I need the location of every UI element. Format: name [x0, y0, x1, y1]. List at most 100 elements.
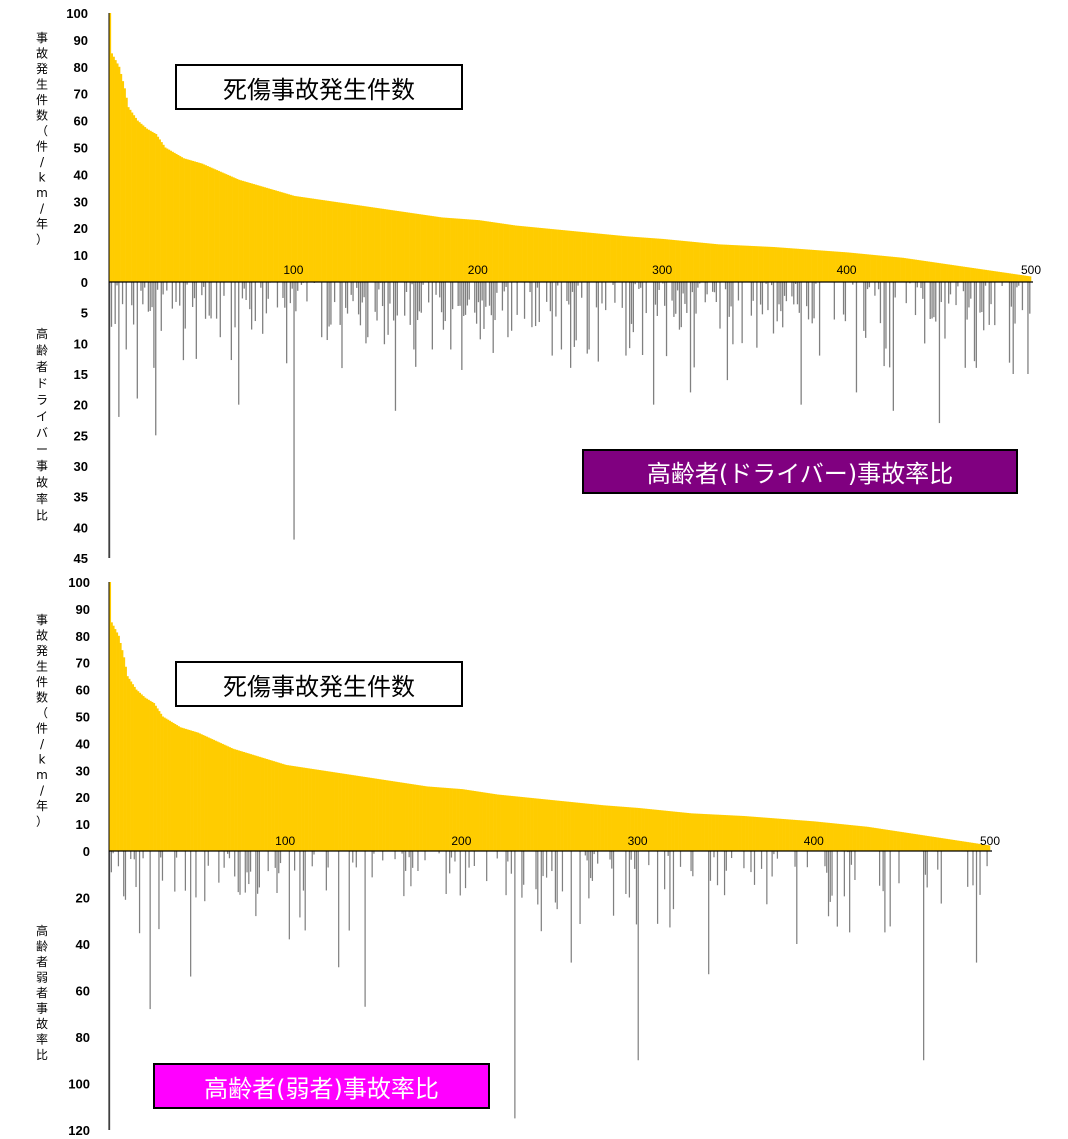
- upper-bar: [542, 228, 545, 282]
- upper-bar: [169, 150, 172, 282]
- upper-bar: [260, 757, 263, 851]
- lower-bar: [477, 282, 480, 303]
- lower-bar: [457, 282, 459, 306]
- lower-bar: [422, 282, 424, 285]
- lower-bar: [505, 282, 507, 287]
- upper-bar: [757, 817, 760, 851]
- upper-bar: [911, 259, 914, 282]
- upper-bar: [149, 130, 152, 282]
- lower-bar: [632, 282, 634, 333]
- upper-bar: [433, 786, 436, 851]
- upper-bar: [582, 803, 586, 851]
- upper-bar: [211, 739, 214, 851]
- lower-bar: [894, 282, 896, 298]
- lower-bar: [416, 282, 419, 321]
- lower-bar: [637, 851, 639, 1061]
- lower-bar: [676, 282, 679, 291]
- upper-bar: [1029, 276, 1032, 282]
- lower-bar: [147, 282, 150, 312]
- upper-bar: [796, 248, 799, 282]
- lower-bar: [394, 851, 396, 860]
- upper-bar: [759, 246, 763, 282]
- upper-bar: [551, 800, 554, 851]
- lower-bar: [612, 851, 615, 916]
- upper-bar: [118, 66, 121, 282]
- lower-bar: [403, 851, 405, 897]
- upper-bar: [426, 215, 429, 282]
- upper-bar: [137, 691, 140, 851]
- lower-bar: [195, 851, 197, 898]
- lower-bar: [625, 851, 627, 894]
- upper-y-tick: 40: [74, 167, 88, 182]
- lower-bar: [166, 282, 168, 291]
- upper-bar: [715, 814, 718, 851]
- lower-bar: [363, 282, 365, 298]
- upper-bar: [271, 760, 274, 851]
- lower-bar: [313, 851, 315, 855]
- x-tick: 200: [451, 834, 471, 848]
- upper-bar: [403, 782, 406, 851]
- lower-bar: [609, 851, 611, 860]
- upper-bar: [957, 265, 960, 282]
- upper-bar: [244, 752, 247, 851]
- upper-bar: [783, 819, 786, 851]
- lower-bar: [551, 282, 553, 356]
- upper-bar: [901, 832, 904, 851]
- upper-bar: [265, 759, 268, 851]
- upper-bar: [669, 811, 672, 851]
- upper-bar: [292, 766, 295, 851]
- lower-bar: [983, 282, 985, 331]
- lower-bar: [785, 282, 788, 302]
- lower-bar: [878, 851, 881, 886]
- upper-bar: [730, 244, 733, 282]
- upper-bar: [236, 178, 239, 282]
- lower-bar: [690, 851, 692, 872]
- lower-bar: [483, 282, 485, 329]
- upper-bar: [525, 226, 528, 282]
- upper-bar: [128, 678, 131, 851]
- upper-bar: [161, 716, 164, 851]
- lower-bar: [1029, 282, 1031, 314]
- upper-bar: [942, 838, 945, 851]
- upper-bar: [210, 167, 213, 283]
- upper-bar: [468, 219, 471, 282]
- upper-bar: [116, 63, 119, 282]
- upper-bar: [732, 245, 735, 282]
- lower-y-tick: 5: [81, 306, 88, 321]
- upper-bar: [218, 742, 221, 851]
- upper-bar: [586, 803, 589, 851]
- lower-bar: [697, 282, 699, 288]
- upper-bar: [870, 827, 873, 851]
- upper-bar: [625, 807, 628, 851]
- upper-bar: [223, 173, 226, 282]
- upper-bar: [374, 207, 377, 282]
- lower-bar: [116, 282, 118, 286]
- upper-bar: [975, 843, 978, 851]
- upper-bar: [1014, 274, 1017, 282]
- lower-bar: [218, 851, 220, 883]
- lower-y-label-char: 高: [36, 326, 48, 341]
- upper-bar: [195, 162, 198, 282]
- upper-bar: [510, 224, 514, 282]
- upper-y-label-char: 年: [36, 799, 48, 813]
- upper-bar: [272, 761, 275, 851]
- upper-y-label-char: m: [36, 768, 48, 782]
- upper-y-label-char: 件: [36, 722, 48, 736]
- upper-bar: [260, 186, 263, 282]
- upper-bar: [459, 218, 462, 282]
- lower-bar: [184, 282, 186, 329]
- lower-bar: [355, 851, 357, 868]
- upper-bar: [723, 815, 726, 851]
- x-tick: 300: [628, 834, 648, 848]
- upper-bar: [810, 821, 813, 851]
- lower-bar: [464, 282, 467, 315]
- upper-bar: [629, 236, 632, 282]
- upper-bar: [505, 224, 508, 282]
- upper-bar: [914, 834, 917, 851]
- upper-bar: [794, 819, 797, 851]
- upper-bar: [850, 252, 853, 282]
- upper-bar: [919, 834, 922, 851]
- upper-bar: [662, 810, 665, 851]
- upper-bar: [673, 240, 676, 282]
- upper-bar: [505, 795, 508, 851]
